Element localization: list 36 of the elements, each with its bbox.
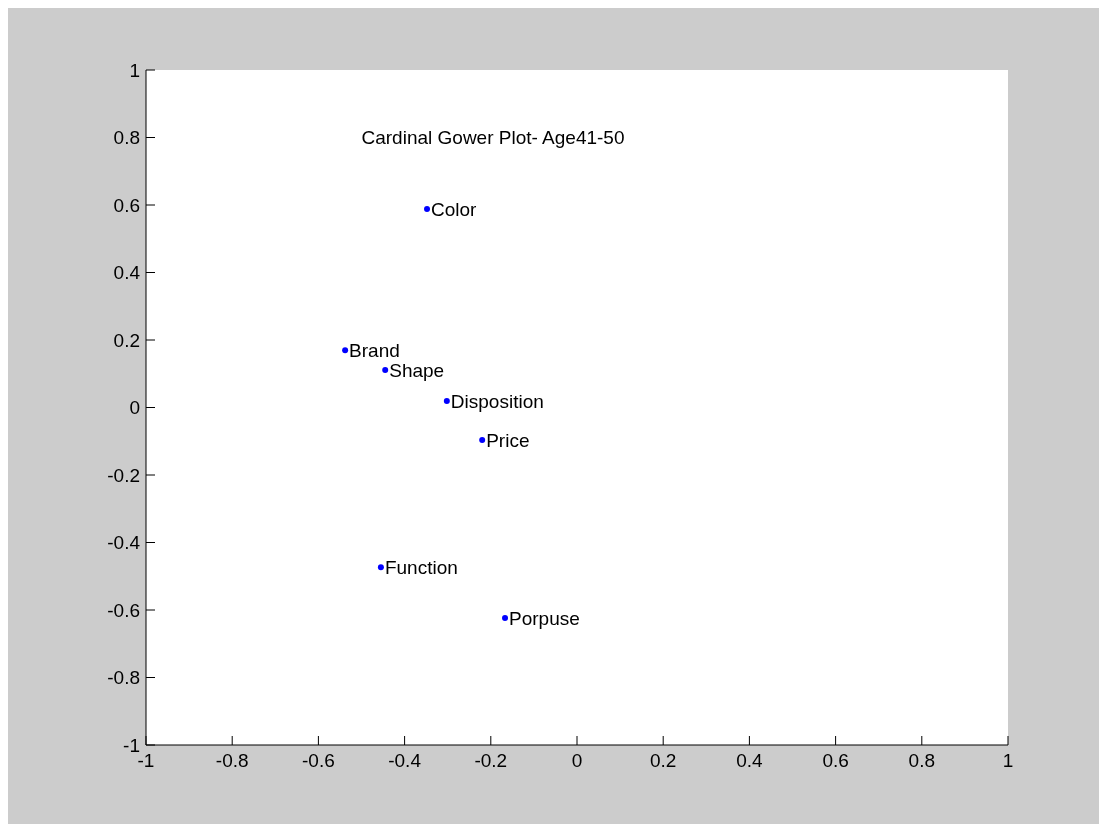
point [382, 367, 389, 374]
point [479, 436, 486, 443]
annotation: Price [486, 429, 530, 451]
y-tick-label: -1 [123, 734, 140, 756]
y-tick-label: 1 [129, 59, 140, 81]
x-tick-label: 0.4 [736, 750, 764, 771]
annotation: Color [431, 198, 478, 220]
y-tick-label: 0.8 [113, 127, 140, 149]
x-tick-label: 0.6 [822, 750, 849, 771]
y-tick-label: -0.2 [107, 464, 140, 486]
x-tick-label: -0.8 [215, 750, 249, 771]
point [443, 398, 450, 405]
annotation: Porpuse [509, 607, 580, 629]
x-tick-label: -0.4 [388, 750, 422, 771]
y-tick-label: -0.4 [107, 532, 141, 554]
x-tick-label: 1 [1002, 750, 1014, 771]
point [342, 347, 349, 354]
annotation: Function [384, 556, 458, 578]
y-tick-label: 0 [129, 397, 140, 419]
x-tick-label: -0.2 [474, 750, 508, 771]
x-tick-label: 0.2 [649, 750, 677, 771]
annotation: Disposition [450, 390, 544, 412]
y-tick-label: 0.6 [113, 194, 140, 216]
text: Cardinal Gower Plot- Age41-50 [361, 127, 625, 149]
point [502, 615, 509, 622]
y-tick-label: -0.8 [107, 667, 140, 689]
point [424, 206, 431, 213]
x-tick-label: -0.6 [302, 750, 335, 771]
annotation: Brand [349, 339, 400, 361]
x-tick-label: 0 [571, 750, 583, 771]
x-tick-label: 0.8 [908, 750, 936, 771]
point [377, 564, 384, 571]
y-tick-label: -0.6 [107, 599, 140, 621]
annotation: Shape [389, 359, 445, 381]
y-tick-label: 0.4 [113, 262, 141, 284]
y-tick-label: 0.2 [113, 329, 140, 351]
